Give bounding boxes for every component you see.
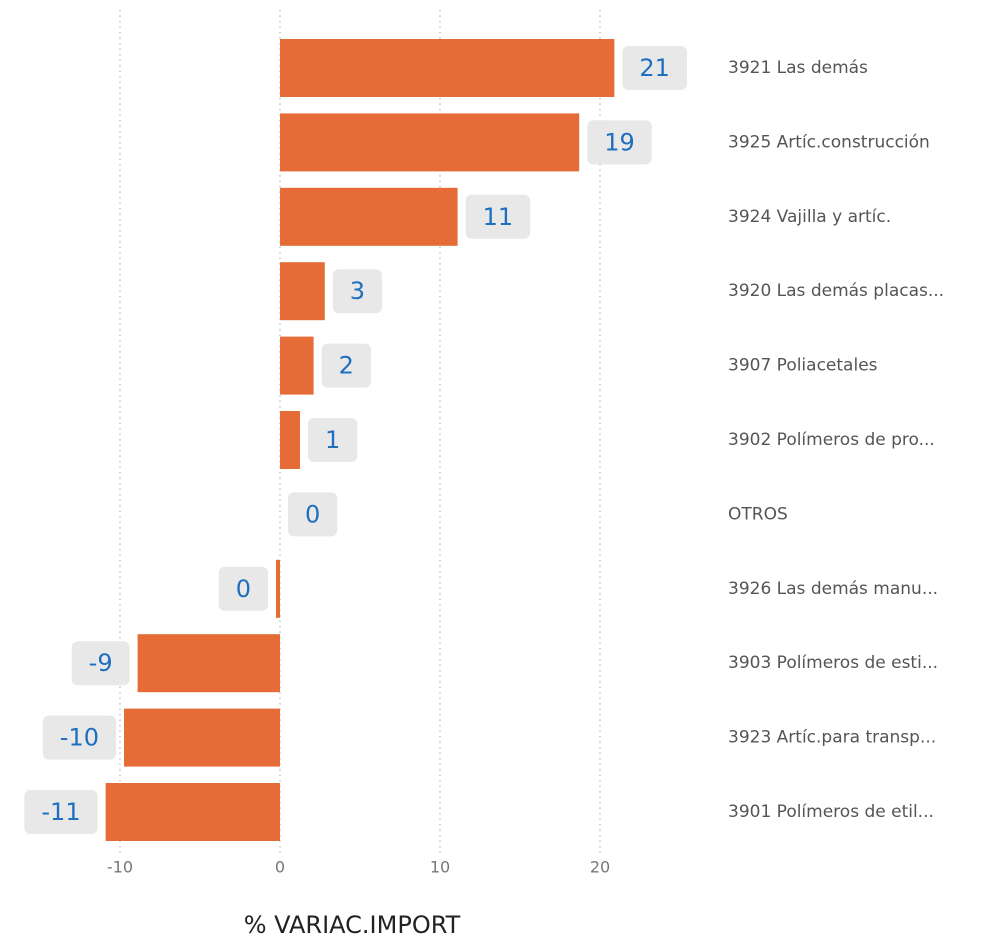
category-label: 3903 Polímeros de esti... bbox=[728, 653, 938, 673]
value-label-box bbox=[332, 269, 383, 314]
value-label-box bbox=[288, 492, 338, 537]
value-label-box bbox=[42, 715, 116, 760]
category-label: 3924 Vajilla y artíc. bbox=[728, 207, 891, 227]
value-label-box bbox=[321, 343, 371, 388]
value-label: 2 bbox=[339, 352, 354, 380]
category-label: 3902 Polímeros de pro... bbox=[728, 430, 935, 450]
x-tick-label: 20 bbox=[590, 858, 610, 877]
bar bbox=[280, 113, 580, 172]
category-label: 3925 Artíc.construcción bbox=[728, 132, 930, 152]
bar bbox=[105, 783, 280, 841]
category-label: OTROS bbox=[728, 504, 788, 524]
value-label-box bbox=[24, 790, 98, 834]
category-label: 3901 Polímeros de etil... bbox=[728, 802, 934, 822]
x-tick-label: -10 bbox=[107, 858, 133, 877]
category-label: 3920 Las demás placas... bbox=[728, 281, 944, 301]
x-axis-title: % VARIAC.IMPORT bbox=[244, 911, 461, 939]
value-label-box bbox=[622, 46, 687, 90]
x-tick-label: 0 bbox=[275, 858, 285, 877]
value-label: 19 bbox=[604, 128, 635, 156]
value-label: 1 bbox=[325, 426, 340, 454]
bar bbox=[280, 411, 300, 469]
bar bbox=[280, 262, 325, 321]
category-label: 3921 Las demás bbox=[728, 58, 868, 78]
value-label: 21 bbox=[639, 54, 670, 82]
bar bbox=[124, 708, 280, 767]
value-label-box bbox=[465, 194, 531, 239]
category-label: 3926 Las demás manu... bbox=[728, 579, 938, 599]
category-label: 3923 Artíc.para transp... bbox=[728, 728, 936, 748]
value-label-box bbox=[71, 641, 130, 686]
value-label: 11 bbox=[483, 203, 514, 231]
value-label: -9 bbox=[89, 649, 113, 677]
bar bbox=[280, 187, 458, 246]
bar bbox=[280, 336, 314, 395]
value-label: -10 bbox=[60, 724, 99, 752]
value-label-box bbox=[308, 418, 358, 462]
value-label: 0 bbox=[236, 575, 251, 603]
x-tick-label: 10 bbox=[430, 858, 450, 877]
value-label: 0 bbox=[305, 500, 320, 528]
value-label: 3 bbox=[350, 277, 365, 305]
value-label-box bbox=[587, 120, 652, 165]
value-label-box bbox=[218, 566, 268, 611]
bar bbox=[276, 559, 280, 618]
value-label: -11 bbox=[41, 798, 80, 826]
bar bbox=[280, 39, 615, 97]
category-label: 3907 Poliacetales bbox=[728, 356, 878, 376]
bar bbox=[137, 634, 280, 693]
